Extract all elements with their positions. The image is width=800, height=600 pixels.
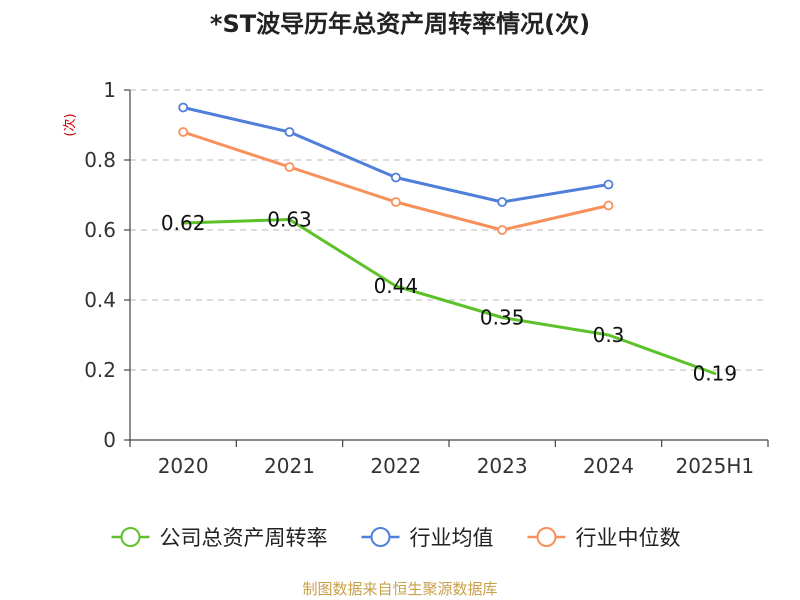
- data-point: [497, 225, 508, 235]
- series-line: [181, 106, 610, 204]
- data-point: [284, 127, 295, 137]
- legend-marker: [370, 527, 391, 547]
- data-labels: 0.62 0.63 0.44 0.35 0.3 0.19: [161, 208, 737, 386]
- data-point: [390, 197, 401, 207]
- data-point: [603, 200, 614, 211]
- data-point: [178, 127, 189, 137]
- x-tick-label: 2024: [583, 454, 634, 478]
- gridlines: [130, 89, 768, 371]
- x-tick-label: 2022: [370, 454, 421, 478]
- y-tick-label: 1: [103, 78, 116, 102]
- data-label: 0.19: [693, 362, 738, 386]
- series-lines: [178, 102, 717, 375]
- data-label: 0.44: [374, 274, 419, 298]
- axes: 0 0.2 0.4 0.6 0.8 1 2020 2021 2022 2023 2024 2025H1: [84, 78, 769, 478]
- x-tick-label: 2021: [264, 454, 315, 478]
- legend: 公司总资产周转率 行业均值 行业中位数: [111, 526, 681, 550]
- data-point: [497, 197, 508, 207]
- source-note: 制图数据来自恒生聚源数据库: [302, 580, 497, 598]
- data-label: 0.3: [593, 323, 625, 347]
- x-tick-label: 2025H1: [675, 454, 754, 478]
- x-tick-label: 2023: [477, 454, 528, 478]
- legend-marker: [536, 527, 557, 547]
- y-tick-label: 0: [103, 428, 116, 452]
- data-point: [603, 179, 614, 190]
- legend-label: 行业均值: [410, 526, 494, 550]
- x-tick-label: 2020: [158, 454, 209, 478]
- series-line: [181, 218, 717, 375]
- legend-marker: [120, 527, 141, 547]
- data-label: 0.63: [267, 208, 312, 232]
- legend-label: 行业中位数: [576, 526, 681, 550]
- data-point: [390, 172, 401, 183]
- chart-title: *ST波导历年总资产周转率情况(次): [210, 10, 590, 38]
- data-point: [178, 102, 189, 113]
- y-tick-label: 0.6: [84, 218, 116, 242]
- data-label: 0.62: [161, 211, 206, 235]
- y-tick-label: 0.4: [84, 288, 116, 312]
- legend-label: 公司总资产周转率: [160, 526, 328, 550]
- data-label: 0.35: [480, 306, 525, 330]
- data-point: [284, 162, 295, 172]
- y-tick-label: 0.8: [84, 148, 116, 172]
- y-tick-label: 0.2: [84, 358, 116, 382]
- y-axis-label: (次): [62, 113, 78, 136]
